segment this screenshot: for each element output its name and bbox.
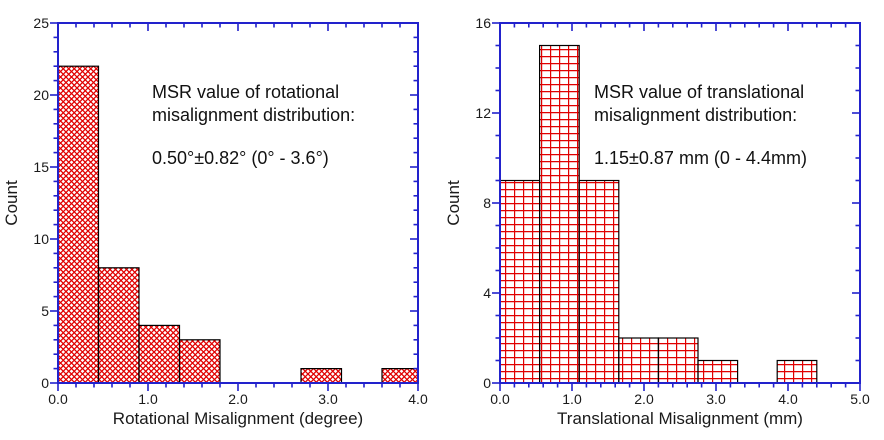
histogram-bar xyxy=(499,179,541,384)
x-axis-title: Translational Misalignment (mm) xyxy=(557,409,803,428)
rotational-misalignment-histogram: 0.0 1.0 2.0 3.0 4.0 0 5 10 15 20 25 Rotational Misa… xyxy=(2,15,428,428)
y-tick-label: 4 xyxy=(483,285,491,301)
histogram-bar xyxy=(618,337,660,384)
y-tick-label: 10 xyxy=(33,231,49,247)
x-tick-label: 0.0 xyxy=(490,391,510,407)
y-axis-title: Count xyxy=(444,180,463,226)
y-tick-label: 12 xyxy=(475,105,491,121)
annotation-line: MSR value of rotational xyxy=(152,82,339,102)
x-tick-label: 3.0 xyxy=(318,391,338,407)
y-tick-label: 0 xyxy=(41,375,49,391)
y-tick-label: 16 xyxy=(475,15,491,31)
y-tick-label: 5 xyxy=(41,303,49,319)
annotation-line: MSR value of translational xyxy=(594,82,804,102)
x-tick-label: 3.0 xyxy=(706,391,726,407)
histogram-bar xyxy=(178,339,221,384)
x-tick-label: 4.0 xyxy=(778,391,798,407)
histogram-bar xyxy=(138,324,181,384)
translational-misalignment-histogram: 0.0 1.0 2.0 3.0 4.0 5.0 0 4 8 12 16 Translational M… xyxy=(444,15,870,428)
x-tick-label: 5.0 xyxy=(850,391,870,407)
histogram-bar xyxy=(657,337,699,384)
histogram-bar xyxy=(578,179,620,384)
histogram-bar xyxy=(57,65,100,384)
annotation-stats: 1.15±0.87 mm (0 - 4.4mm) xyxy=(594,148,807,168)
x-tick-label: 4.0 xyxy=(408,391,428,407)
annotation-stats: 0.50°±0.82° (0° - 3.6°) xyxy=(152,148,329,168)
y-tick-label: 15 xyxy=(33,159,49,175)
histogram-bar xyxy=(300,368,343,384)
x-tick-label: 1.0 xyxy=(562,391,582,407)
x-tick-label: 2.0 xyxy=(634,391,654,407)
histogram-bar xyxy=(381,368,419,384)
x-tick-label: 2.0 xyxy=(228,391,248,407)
y-tick-label: 20 xyxy=(33,87,49,103)
histogram-bar xyxy=(538,44,580,384)
annotation-line: misalignment distribution: xyxy=(152,105,355,125)
y-tick-label: 8 xyxy=(483,195,491,211)
y-tick-label: 25 xyxy=(33,15,49,31)
x-axis-title: Rotational Misalignment (degree) xyxy=(113,409,363,428)
annotation-line: misalignment distribution: xyxy=(594,105,797,125)
y-axis-title: Count xyxy=(2,180,21,226)
histogram-bar xyxy=(697,359,739,384)
histogram-bar xyxy=(97,267,140,384)
histogram-bar xyxy=(776,359,818,384)
y-tick-label: 0 xyxy=(483,375,491,391)
x-tick-label: 0.0 xyxy=(48,391,68,407)
x-tick-label: 1.0 xyxy=(138,391,158,407)
